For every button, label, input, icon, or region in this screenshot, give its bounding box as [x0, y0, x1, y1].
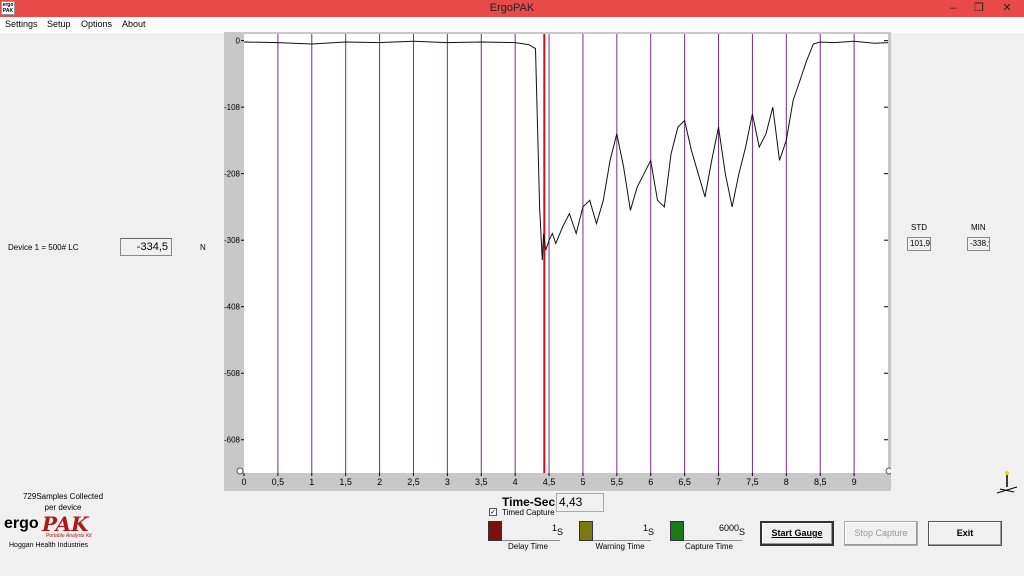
warning-time-track[interactable]	[579, 521, 651, 541]
y-tick-label: -508	[224, 369, 241, 378]
logo-subtitle: Portable Analysis Kit	[46, 533, 92, 539]
x-tick-label: 5	[580, 477, 585, 487]
close-icon[interactable]: ✕	[1002, 2, 1012, 14]
x-tick-label: 0	[241, 477, 246, 487]
std-value: 101,9	[907, 237, 931, 251]
delay-time-value: 1	[551, 523, 557, 533]
menu-options[interactable]: Options	[81, 19, 113, 29]
x-tick-label: 3,5	[475, 477, 488, 487]
warning-time-thumb[interactable]	[579, 521, 593, 541]
minimize-icon[interactable]: –	[949, 2, 957, 14]
delay-time-track[interactable]	[488, 521, 560, 541]
warning-time-slider[interactable]: 1	[579, 521, 651, 541]
warning-time-unit: S	[648, 527, 655, 537]
y-tick-label: -608	[224, 436, 241, 445]
capture-time-slider[interactable]: 6000	[670, 521, 742, 541]
exit-button[interactable]: Exit	[928, 521, 1002, 546]
menu-about[interactable]: About	[122, 19, 146, 29]
delay-time-thumb[interactable]	[488, 521, 502, 541]
y-tick-label: -408	[224, 303, 241, 312]
x-tick-label: 2,5	[407, 477, 420, 487]
pointer-icon	[996, 471, 1018, 494]
menu-setup[interactable]: Setup	[47, 19, 71, 29]
start-gauge-button[interactable]: Start Gauge	[760, 521, 834, 546]
x-tick-label: 3	[445, 477, 450, 487]
std-label: STD	[911, 223, 927, 232]
warning-time-value: 1	[642, 523, 648, 533]
title-bar: ergo PAK ErgoPAK – ❐ ✕	[0, 0, 1024, 17]
capture-time-value: 6000	[718, 523, 739, 533]
menu-bar: Settings Setup Options About	[0, 17, 1024, 33]
ergopak-logo: ergo PAK Portable Analysis Kit Hoggan He…	[4, 512, 114, 555]
x-tick-label: 2	[377, 477, 382, 487]
menu-settings[interactable]: Settings	[5, 19, 38, 29]
samples-collected: 729Samples Collected per device	[8, 491, 118, 513]
plot-area	[244, 34, 888, 473]
time-value[interactable]: 4,43	[556, 493, 604, 512]
x-tick-label: 6,5	[678, 477, 691, 487]
app-icon[interactable]: ergo PAK	[1, 1, 15, 15]
force-readout: -334,5	[120, 238, 172, 256]
logo-ergo: ergo	[4, 515, 39, 532]
capture-time-track[interactable]	[670, 521, 742, 541]
device-label: Device 1 = 500# LC	[8, 243, 79, 252]
x-tick-label: 6	[648, 477, 653, 487]
x-tick-label: 7	[716, 477, 721, 487]
capture-time-unit: S	[739, 527, 746, 537]
capture-time-thumb[interactable]	[670, 521, 684, 541]
x-tick-label: 1	[309, 477, 314, 487]
x-tick-label: 8	[784, 477, 789, 487]
x-tick-label: 8,5	[814, 477, 827, 487]
x-tick-label: 4	[513, 477, 518, 487]
logo-pak: PAK	[42, 512, 89, 536]
x-tick-label: 4,5	[543, 477, 556, 487]
y-tick-label: -108	[224, 103, 241, 112]
x-tick-label: 9	[852, 477, 857, 487]
delay-time-slider[interactable]: 1	[488, 521, 560, 541]
stop-capture-button[interactable]: Stop Capture	[844, 521, 918, 546]
x-tick-label: 5,5	[611, 477, 624, 487]
chart-svg: 0 0,5 1 1,5 2 2,5 3 3,5 4 4,5 5 5,5 6 6,5 7 7,5 8 8,5 9 0 -1…	[224, 34, 891, 487]
unit-label: N	[200, 243, 206, 252]
samples-count: 729Samples Collected	[22, 492, 104, 501]
timed-capture-label: Timed Capture	[502, 508, 555, 517]
y-tick-label: -308	[224, 236, 241, 245]
x-tick-label: 1,5	[339, 477, 352, 487]
x-tick-label: 7,5	[746, 477, 759, 487]
restore-icon[interactable]: ❐	[974, 2, 984, 14]
y-tick-label: 0	[236, 37, 241, 46]
min-label: MIN	[971, 223, 986, 232]
time-label: Time-Sec	[502, 495, 556, 509]
timed-capture-checkbox[interactable]: ✓	[489, 508, 497, 516]
delay-time-label: Delay Time	[507, 542, 548, 551]
company-name: Hoggan Health Industries	[9, 542, 88, 549]
force-series-line	[243, 40, 889, 261]
window-title: ErgoPAK	[489, 2, 535, 14]
warning-time-label: Warning Time	[595, 542, 645, 551]
y-tick-label: -208	[224, 170, 241, 179]
x-tick-label: 0,5	[272, 477, 285, 487]
capture-time-label: Capture Time	[684, 542, 734, 551]
min-value: -338,9	[967, 237, 990, 251]
samples-per-device: per device	[44, 503, 82, 512]
delay-time-unit: S	[557, 527, 564, 537]
force-chart: 0 0,5 1 1,5 2 2,5 3 3,5 4 4,5 5 5,5 6 6,5 7 7,5 8 8,5 9 0 -1…	[224, 32, 891, 491]
axis-handle-left	[236, 467, 244, 475]
axis-handle-right	[885, 467, 891, 475]
